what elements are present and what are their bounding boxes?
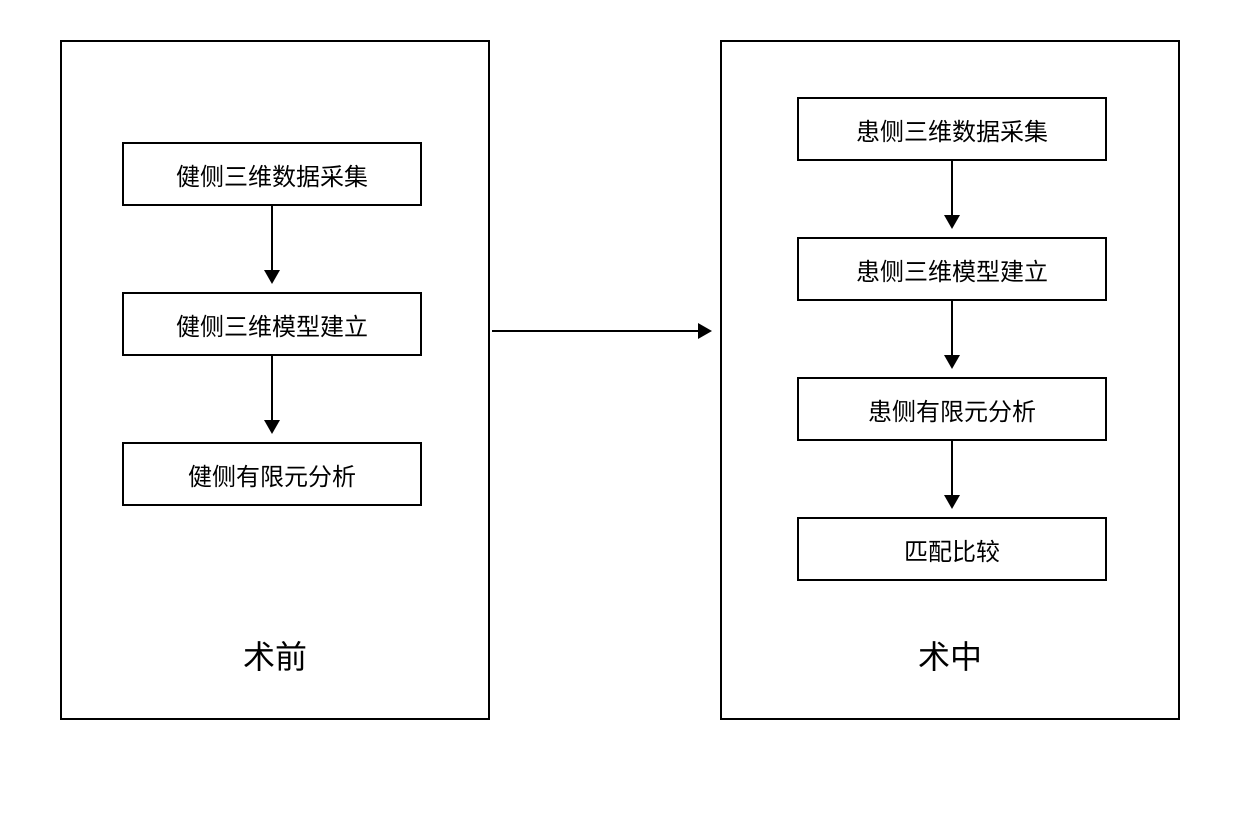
box-healthy-model-build: 健侧三维模型建立 bbox=[122, 292, 422, 356]
arrow-r1-r2 bbox=[951, 161, 953, 227]
arrow-r2-r3 bbox=[951, 301, 953, 367]
box-label: 患侧三维数据采集 bbox=[856, 112, 1048, 147]
arrow-l2-l3 bbox=[271, 356, 273, 432]
box-label: 匹配比较 bbox=[904, 532, 1000, 567]
intraop-label: 术中 bbox=[918, 632, 982, 678]
arrow-panel-connector bbox=[492, 330, 710, 332]
box-healthy-data-collection: 健侧三维数据采集 bbox=[122, 142, 422, 206]
arrow-l1-l2 bbox=[271, 206, 273, 282]
box-label: 健侧三维数据采集 bbox=[176, 157, 368, 192]
arrow-r3-r4 bbox=[951, 441, 953, 507]
box-label: 健侧有限元分析 bbox=[188, 457, 356, 492]
box-label: 患侧三维模型建立 bbox=[856, 252, 1048, 287]
box-affected-data-collection: 患侧三维数据采集 bbox=[797, 97, 1107, 161]
box-healthy-fea: 健侧有限元分析 bbox=[122, 442, 422, 506]
box-affected-fea: 患侧有限元分析 bbox=[797, 377, 1107, 441]
intraop-panel: 患侧三维数据采集 患侧三维模型建立 患侧有限元分析 匹配比较 术中 bbox=[720, 40, 1180, 720]
preop-label: 术前 bbox=[243, 632, 307, 678]
preop-panel: 健侧三维数据采集 健侧三维模型建立 健侧有限元分析 术前 bbox=[60, 40, 490, 720]
box-label: 患侧有限元分析 bbox=[868, 392, 1036, 427]
box-match-compare: 匹配比较 bbox=[797, 517, 1107, 581]
box-affected-model-build: 患侧三维模型建立 bbox=[797, 237, 1107, 301]
box-label: 健侧三维模型建立 bbox=[176, 307, 368, 342]
